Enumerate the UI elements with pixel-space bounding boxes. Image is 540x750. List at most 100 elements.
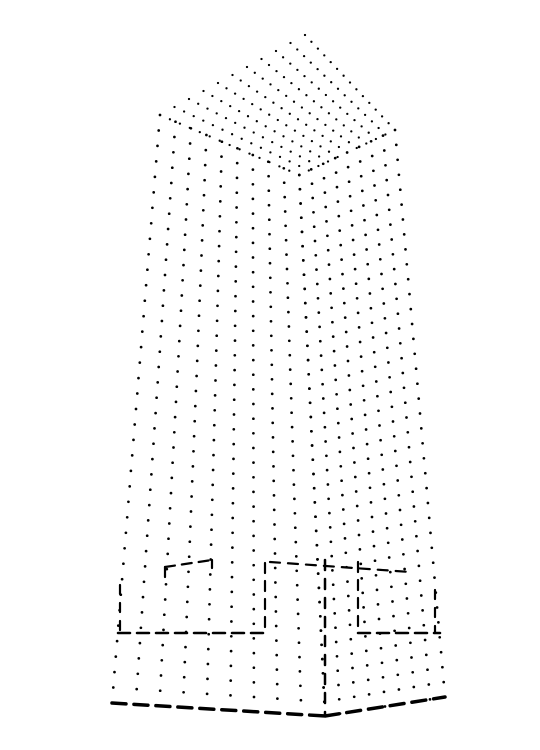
tower-dot	[162, 289, 166, 292]
tower-dot	[298, 670, 302, 673]
tower-dot	[315, 543, 319, 547]
tower-dot	[282, 75, 286, 79]
tower-dot	[252, 695, 256, 699]
tower-dot	[138, 361, 142, 364]
tower-dot	[218, 139, 221, 142]
tower-dot	[395, 464, 398, 468]
tower-dot	[231, 472, 235, 475]
tower-dot	[252, 549, 256, 552]
tower-dot	[190, 480, 194, 483]
tower-dot	[336, 155, 339, 159]
tower-dot	[182, 110, 186, 113]
tower-dot	[129, 469, 133, 473]
tower-dot	[365, 142, 368, 145]
tower-dot	[251, 226, 255, 230]
tower-dot	[288, 112, 291, 115]
tower-dot	[167, 522, 171, 525]
tower-dot	[252, 519, 255, 523]
tower-dot	[164, 582, 168, 586]
tower-dot	[233, 324, 237, 328]
tower-dot	[159, 335, 163, 338]
tower-dot	[217, 259, 221, 263]
tower-dot	[387, 122, 390, 125]
tower-dot	[209, 543, 213, 546]
tower-dot	[322, 411, 326, 415]
tower-dot	[328, 511, 331, 515]
tower-dot	[143, 299, 147, 303]
tower-dot	[268, 247, 272, 251]
tower-dot	[339, 243, 343, 247]
tower-dot	[183, 660, 187, 664]
tower-dot	[234, 121, 237, 125]
tower-dot	[428, 698, 432, 701]
tower-dot	[344, 551, 348, 555]
tower-dot	[251, 358, 255, 362]
tower-dot	[143, 565, 147, 568]
tower-dot	[230, 590, 234, 594]
tower-dot	[127, 500, 130, 504]
tower-dot	[421, 609, 424, 612]
tower-dot	[376, 394, 379, 398]
tower-dot	[295, 569, 299, 573]
tower-dot	[357, 326, 361, 329]
tower-dot	[386, 193, 390, 197]
tower-dot	[321, 671, 325, 675]
tower-dot	[292, 100, 296, 103]
tower-dot	[167, 212, 171, 216]
tower-dot	[326, 160, 330, 163]
tower-dot	[268, 232, 271, 236]
tower-dot	[369, 139, 373, 143]
tower-dot	[442, 680, 446, 684]
tower-dot	[395, 297, 398, 301]
tower-dot	[290, 411, 293, 415]
tower-dot	[235, 161, 239, 165]
tower-dot	[291, 140, 294, 143]
tower-dot	[306, 344, 309, 348]
tower-dot	[220, 155, 223, 158]
tower-dot	[331, 569, 334, 572]
tower-dot	[350, 652, 354, 655]
tower-dot	[396, 158, 399, 162]
tower-dot	[172, 446, 175, 449]
tower-dot	[318, 614, 322, 618]
tower-dot	[139, 626, 143, 630]
tower-dot	[152, 442, 155, 446]
tower-dot	[391, 252, 395, 256]
tower-dot	[230, 561, 234, 564]
tower-dot	[251, 153, 255, 157]
tower-dot	[297, 88, 301, 91]
tower-dot	[310, 182, 314, 186]
tower-dot	[233, 92, 237, 95]
tower-dot	[330, 306, 333, 310]
tower-dot	[275, 668, 279, 671]
tower-dot	[361, 94, 365, 98]
tower-dot	[337, 436, 341, 439]
tower-dot	[321, 134, 324, 138]
tower-dot	[218, 200, 222, 203]
tower-dot	[374, 108, 377, 111]
tower-dot	[423, 471, 427, 475]
tower-dot	[395, 658, 399, 662]
tower-dot	[159, 674, 163, 677]
tower-dot	[272, 101, 275, 104]
tower-dot	[267, 203, 271, 207]
tower-dot	[300, 145, 303, 148]
tower-dot	[269, 334, 273, 338]
tower-dot	[153, 175, 157, 179]
tower-dot	[332, 129, 335, 132]
tower-dot	[310, 444, 314, 447]
tower-dot	[318, 339, 322, 343]
tower-dot	[288, 353, 292, 357]
tower-dot	[406, 611, 410, 615]
tower-dot	[163, 273, 167, 277]
tower-dot	[251, 329, 255, 333]
tower-dot	[195, 374, 198, 378]
tower-dot	[414, 367, 418, 371]
tower-dot	[252, 622, 256, 626]
tower-dot	[326, 483, 330, 486]
tower-dot	[140, 330, 144, 333]
tower-dot	[303, 33, 307, 37]
tower-dot	[398, 508, 402, 512]
tower-dot	[396, 312, 400, 316]
tower-dot	[251, 256, 255, 259]
